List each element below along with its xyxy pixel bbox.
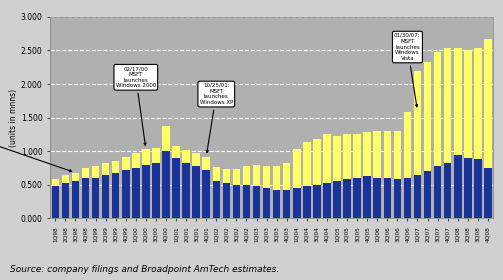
Bar: [383, 131, 391, 178]
Bar: [142, 165, 149, 218]
Bar: [424, 171, 431, 218]
Bar: [454, 155, 461, 218]
Bar: [222, 183, 230, 218]
Bar: [132, 168, 139, 218]
Text: 06/25/98
MSFT
launches
Windows 98: 06/25/98 MSFT launches Windows 98: [0, 120, 71, 172]
Bar: [192, 166, 200, 218]
Bar: [212, 167, 220, 181]
Bar: [434, 52, 442, 166]
Text: 02/17/00
MSFT
launches
Windows 2000: 02/17/00 MSFT launches Windows 2000: [116, 66, 156, 145]
Bar: [484, 39, 491, 168]
Bar: [393, 179, 401, 218]
Bar: [403, 112, 411, 178]
Bar: [51, 179, 59, 186]
Bar: [192, 153, 200, 166]
Bar: [323, 183, 331, 218]
Bar: [162, 126, 170, 151]
Bar: [343, 134, 351, 179]
Bar: [313, 139, 321, 185]
Bar: [353, 178, 361, 218]
Bar: [403, 178, 411, 218]
Bar: [202, 170, 210, 218]
Bar: [464, 158, 471, 218]
Bar: [454, 48, 461, 155]
Bar: [263, 188, 271, 218]
Bar: [242, 166, 250, 185]
Text: 01/30/07:
MSFT
launches
Windows
Vista: 01/30/07: MSFT launches Windows Vista: [394, 33, 421, 107]
Bar: [363, 132, 371, 176]
Y-axis label: (units in mnns): (units in mnns): [9, 88, 18, 147]
Bar: [424, 62, 431, 171]
Bar: [142, 149, 149, 165]
Bar: [474, 48, 481, 159]
Text: Source: company filings and Broadpoint AmTech estimates.: Source: company filings and Broadpoint A…: [10, 265, 279, 274]
Bar: [323, 134, 331, 183]
Bar: [232, 185, 240, 218]
Bar: [333, 136, 341, 181]
Bar: [182, 163, 190, 218]
Bar: [393, 131, 401, 179]
Bar: [61, 183, 69, 218]
Bar: [92, 178, 100, 218]
Bar: [102, 163, 110, 175]
Bar: [303, 186, 310, 218]
Bar: [293, 149, 300, 188]
Bar: [102, 175, 110, 218]
Bar: [51, 186, 59, 218]
Bar: [333, 181, 341, 218]
Bar: [72, 181, 79, 218]
Bar: [413, 71, 422, 175]
Bar: [92, 166, 100, 178]
Bar: [162, 151, 170, 218]
Bar: [444, 163, 451, 218]
Bar: [202, 157, 210, 170]
Bar: [283, 190, 291, 218]
Bar: [444, 48, 451, 163]
Bar: [434, 166, 442, 218]
Bar: [81, 178, 90, 218]
Bar: [212, 181, 220, 218]
Bar: [172, 146, 180, 158]
Bar: [112, 173, 120, 218]
Bar: [172, 158, 180, 218]
Bar: [132, 153, 139, 168]
Bar: [112, 161, 120, 173]
Bar: [353, 134, 361, 178]
Bar: [152, 148, 159, 163]
Bar: [363, 176, 371, 218]
Bar: [383, 178, 391, 218]
Bar: [182, 150, 190, 163]
Bar: [474, 159, 481, 218]
Bar: [122, 170, 130, 218]
Bar: [72, 173, 79, 181]
Bar: [152, 163, 159, 218]
Bar: [313, 185, 321, 218]
Bar: [122, 157, 130, 170]
Bar: [484, 168, 491, 218]
Bar: [464, 50, 471, 158]
Bar: [222, 169, 230, 183]
Bar: [373, 131, 381, 178]
Bar: [61, 175, 69, 183]
Text: 10/25/01:
MSFT
launches
Windows XP: 10/25/01: MSFT launches Windows XP: [200, 83, 233, 153]
Bar: [273, 166, 281, 190]
Bar: [413, 175, 422, 218]
Bar: [303, 143, 310, 186]
Bar: [253, 165, 261, 186]
Bar: [373, 178, 381, 218]
Bar: [293, 188, 300, 218]
Bar: [263, 166, 271, 188]
Bar: [242, 185, 250, 218]
Bar: [232, 169, 240, 185]
Bar: [81, 168, 90, 178]
Bar: [343, 179, 351, 218]
Bar: [283, 163, 291, 190]
Bar: [253, 186, 261, 218]
Bar: [273, 190, 281, 218]
